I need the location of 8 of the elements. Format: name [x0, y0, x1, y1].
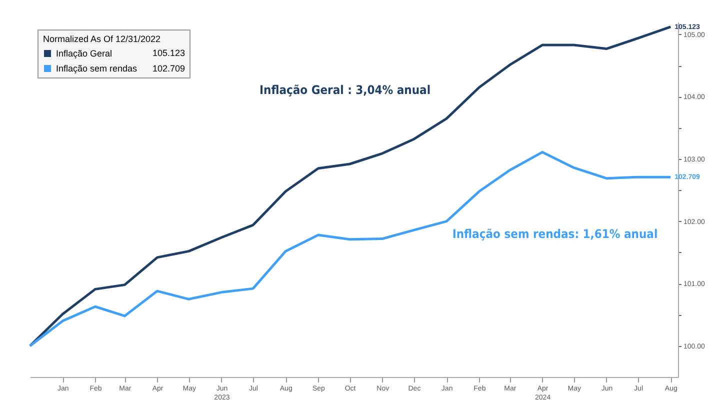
annotation: Inflação sem rendas: 1,61% anual	[452, 227, 658, 241]
text: 105.123	[152, 48, 185, 58]
text: 102.709	[152, 64, 185, 74]
legend-label: Inflação Geral	[56, 48, 112, 58]
legend-title: Normalized As Of 12/31/2022	[43, 34, 161, 44]
annotation: Inflação Geral : 3,04% anual	[259, 83, 431, 97]
line-series	[28, 150, 672, 348]
legend-label: Inflação sem rendas	[56, 64, 138, 74]
